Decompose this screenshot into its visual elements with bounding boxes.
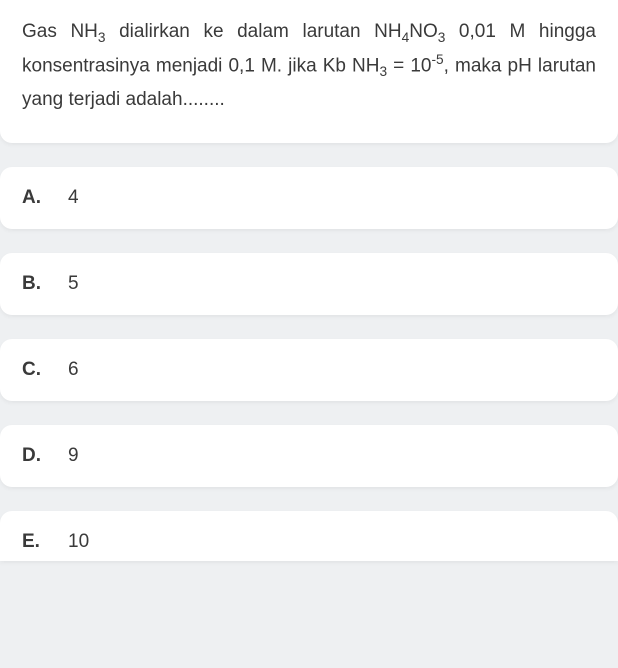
option-value: 10 <box>68 531 89 553</box>
option-a[interactable]: A. 4 <box>0 167 618 229</box>
q-part: dialirkan ke dalam larutan NH <box>106 21 402 42</box>
q-sup: -5 <box>431 52 443 67</box>
option-e[interactable]: E. 10 <box>0 511 618 561</box>
option-letter: C. <box>22 359 68 381</box>
option-value: 9 <box>68 445 79 467</box>
option-value: 5 <box>68 273 79 295</box>
options-container: A. 4 B. 5 C. 6 D. 9 E. 10 <box>0 167 618 561</box>
q-part: = 10 <box>387 56 431 77</box>
q-part: Gas NH <box>22 21 98 42</box>
option-letter: A. <box>22 187 68 209</box>
question-card: Gas NH3 dialirkan ke dalam larutan NH4NO… <box>0 0 618 143</box>
option-letter: D. <box>22 445 68 467</box>
option-d[interactable]: D. 9 <box>0 425 618 487</box>
option-letter: E. <box>22 531 68 553</box>
q-sub: 3 <box>379 65 387 80</box>
option-value: 4 <box>68 187 79 209</box>
option-letter: B. <box>22 273 68 295</box>
option-b[interactable]: B. 5 <box>0 253 618 315</box>
option-c[interactable]: C. 6 <box>0 339 618 401</box>
option-value: 6 <box>68 359 79 381</box>
q-part: NO <box>409 21 438 42</box>
q-sub: 3 <box>98 30 106 45</box>
question-text: Gas NH3 dialirkan ke dalam larutan NH4NO… <box>22 16 596 115</box>
